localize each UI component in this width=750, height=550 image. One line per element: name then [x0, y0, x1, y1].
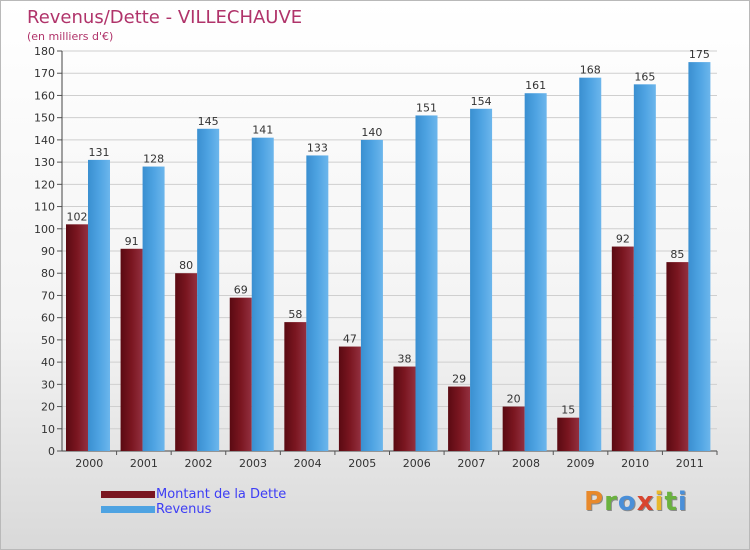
bar-revenus — [88, 159, 110, 451]
data-label: 151 — [416, 101, 437, 114]
bar-revenus — [470, 108, 493, 452]
data-label: 154 — [471, 95, 492, 108]
bar-revenus — [360, 139, 383, 451]
data-label: 92 — [616, 233, 630, 246]
y-tick-label: 20 — [41, 401, 55, 414]
x-tick-label: 2008 — [512, 457, 540, 470]
legend-label-dette: Montant de la Dette — [156, 487, 287, 502]
data-label: 133 — [307, 141, 328, 154]
y-tick-label: 130 — [34, 156, 55, 169]
y-tick-label: 180 — [34, 45, 55, 58]
y-tick-label: 10 — [41, 423, 55, 436]
chart-title: Revenus/Dette - VILLECHAUVE — [27, 7, 303, 28]
bar-revenus — [415, 115, 438, 451]
bar-revenus — [251, 137, 274, 451]
bar-dette — [229, 297, 252, 451]
bar-dette — [338, 346, 361, 451]
data-label: 80 — [179, 259, 193, 272]
data-label: 69 — [234, 284, 248, 297]
y-tick-label: 170 — [34, 67, 55, 80]
data-label: 15 — [561, 404, 575, 417]
y-tick-label: 100 — [34, 223, 55, 236]
data-label: 165 — [634, 70, 655, 83]
chart-subtitle: (en milliers d'€) — [27, 30, 114, 43]
bar-revenus — [197, 128, 220, 451]
data-label: 85 — [670, 248, 684, 261]
legend-swatch-revenus — [101, 506, 155, 513]
y-tick-label: 150 — [34, 112, 55, 125]
data-label: 161 — [525, 79, 546, 92]
data-label: 38 — [398, 353, 412, 366]
bar-dette — [66, 224, 88, 451]
bar-dette — [666, 262, 689, 451]
y-tick-label: 110 — [34, 201, 55, 214]
x-tick-label: 2003 — [239, 457, 267, 470]
bar-dette — [120, 248, 143, 451]
bar-revenus — [688, 62, 711, 451]
data-label: 131 — [89, 146, 110, 159]
y-tick-label: 30 — [41, 378, 55, 391]
bar-revenus — [579, 77, 602, 452]
data-label: 91 — [125, 235, 139, 248]
bar-dette — [448, 386, 471, 451]
y-tick-label: 120 — [34, 178, 55, 191]
bar-revenus — [306, 155, 329, 451]
x-tick-label: 2002 — [184, 457, 212, 470]
y-tick-label: 40 — [41, 356, 55, 369]
data-label: 102 — [67, 210, 88, 223]
proxiti-logo: Proxiti — [584, 487, 688, 517]
data-label: 20 — [507, 393, 521, 406]
legend-swatch-dette — [101, 491, 155, 498]
data-label: 128 — [143, 153, 164, 166]
x-tick-label: 2004 — [294, 457, 322, 470]
bar-dette — [557, 417, 580, 451]
data-label: 47 — [343, 333, 357, 346]
x-tick-label: 2011 — [676, 457, 704, 470]
x-tick-label: 2006 — [403, 457, 431, 470]
x-tick-label: 2007 — [457, 457, 485, 470]
data-label: 141 — [252, 124, 273, 137]
bar-dette — [393, 366, 416, 451]
data-label: 29 — [452, 373, 466, 386]
bar-dette — [284, 322, 307, 451]
data-label: 175 — [689, 48, 710, 61]
y-tick-label: 70 — [41, 289, 55, 302]
bar-revenus — [142, 166, 165, 452]
y-tick-label: 140 — [34, 134, 55, 147]
y-tick-label: 60 — [41, 312, 55, 325]
y-tick-label: 90 — [41, 245, 55, 258]
legend-label-revenus: Revenus — [156, 502, 212, 517]
data-label: 58 — [288, 308, 302, 321]
x-tick-label: 2001 — [130, 457, 158, 470]
x-tick-label: 2010 — [621, 457, 649, 470]
x-tick-label: 2000 — [75, 457, 103, 470]
bar-dette — [611, 246, 634, 451]
x-tick-label: 2009 — [567, 457, 595, 470]
y-tick-label: 0 — [48, 445, 55, 458]
bar-dette — [502, 406, 525, 451]
bar-revenus — [633, 84, 656, 451]
y-tick-label: 80 — [41, 267, 55, 280]
y-tick-label: 50 — [41, 334, 55, 347]
data-label: 140 — [361, 126, 382, 139]
data-label: 168 — [580, 64, 601, 77]
bar-dette — [175, 273, 198, 451]
bar-revenus — [524, 93, 547, 451]
data-label: 145 — [198, 115, 219, 128]
y-tick-label: 160 — [34, 89, 55, 102]
x-tick-label: 2005 — [348, 457, 376, 470]
